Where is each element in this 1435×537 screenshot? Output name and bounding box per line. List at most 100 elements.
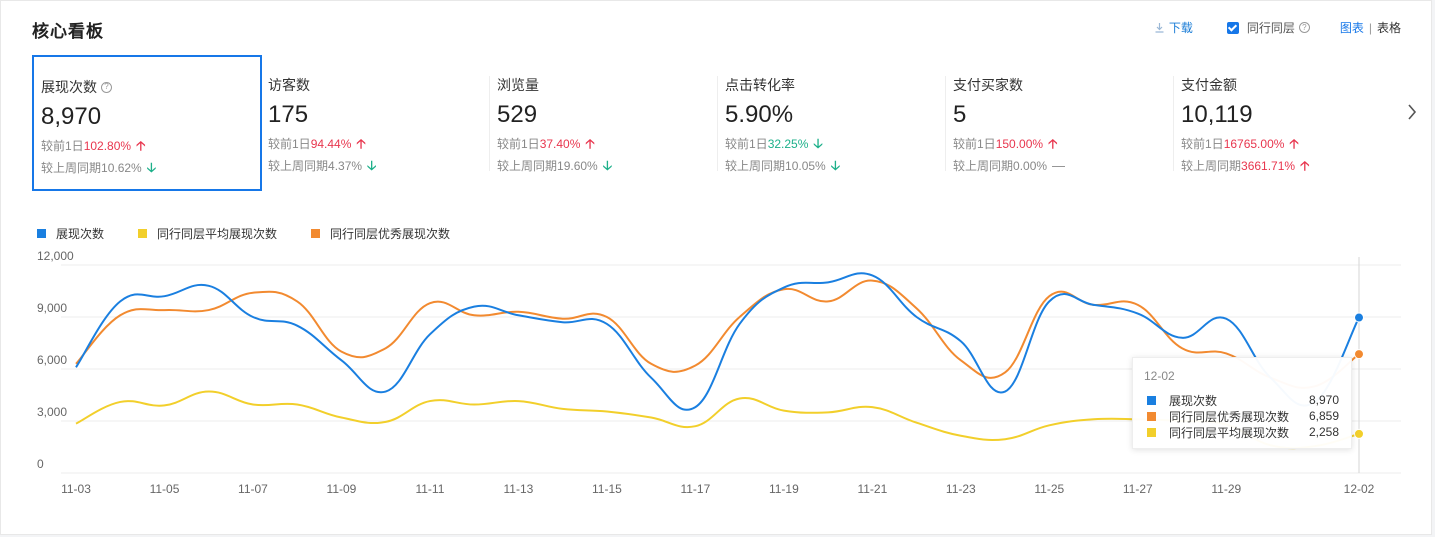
tooltip-swatch — [1147, 427, 1156, 437]
x-tick-label: 11-11 — [415, 482, 444, 496]
legend-item-impressions[interactable]: 展现次数 — [37, 225, 104, 242]
kpi-label: 点击转化率 — [725, 77, 795, 93]
kpi-card-payment-amount[interactable]: 支付金额 10,119 较前1日16765.00% 🡡 较上周同期3661.71%… — [1174, 55, 1402, 191]
x-tick-label: 11-03 — [61, 482, 91, 496]
divider — [717, 76, 718, 171]
kpi-weekly-compare: 较上周同期10.05% 🡣 — [725, 158, 841, 173]
kpi-daily-compare: 较前1日102.80% 🡡 — [41, 138, 146, 153]
kpi-weekly-compare: 较上周同期3661.71% 🡡 — [1181, 158, 1310, 173]
legend-swatch — [138, 229, 148, 238]
help-circle-icon[interactable]: ? — [1298, 22, 1310, 33]
kpi-weekly-compare: 较上周同期19.60% 🡣 — [497, 158, 613, 173]
kpi-card-visitors[interactable]: 访客数 175 较前1日94.44% 🡡 较上周同期4.37% 🡣 — [261, 55, 489, 191]
x-tick-label: 11-07 — [238, 482, 268, 496]
chevron-right-icon[interactable] — [1407, 103, 1417, 121]
help-circle-icon[interactable]: ? — [101, 81, 112, 93]
kpi-label: 支付买家数 — [953, 77, 1023, 93]
tooltip-row: 展现次数 8,970 — [1147, 392, 1339, 408]
view-switch: 图表 | 表格 — [1340, 19, 1401, 36]
tooltip-row: 同行同层平均展现次数 2,258 — [1147, 424, 1339, 440]
x-tick-label: 12-02 — [1344, 482, 1375, 496]
chart-legend: 展现次数 同行同层平均展现次数 同行同层优秀展现次数 — [37, 225, 484, 242]
x-tick-label: 11-05 — [150, 482, 180, 496]
line-chart[interactable]: 0 3,000 6,000 9,000 12,000 11-03 11-05 11-07 11-… — [1, 241, 1431, 511]
kpi-daily-compare: 较前1日32.25% 🡣 — [725, 136, 823, 151]
checkbox-checked-icon[interactable] — [1226, 21, 1239, 34]
flat-dash-icon: — — [1052, 158, 1066, 173]
view-chart-tab[interactable]: 图表 — [1339, 21, 1364, 35]
highlight-point — [1354, 312, 1364, 323]
arrow-down-icon: 🡣 — [602, 158, 613, 173]
y-tick-label: 12,000 — [37, 249, 74, 263]
kpi-label: 访客数 — [268, 77, 310, 93]
download-icon — [1155, 23, 1164, 33]
x-tick-label: 11-13 — [504, 482, 534, 496]
x-tick-label: 11-29 — [1211, 482, 1241, 496]
y-tick-label: 3,000 — [37, 405, 67, 419]
tooltip-date: 12-02 — [1144, 369, 1175, 383]
peer-toggle-label: 同行同层 — [1246, 21, 1295, 35]
tooltip-row: 同行同层优秀展现次数 6,859 — [1147, 408, 1339, 424]
arrow-up-icon: 🡡 — [1289, 136, 1299, 151]
kpi-label: 展现次数 — [41, 79, 97, 95]
kpi-weekly-compare: 较上周同期10.62% 🡣 — [41, 160, 157, 175]
x-tick-label: 11-19 — [769, 482, 799, 496]
arrow-up-icon: 🡡 — [356, 136, 366, 151]
arrow-up-icon: 🡡 — [136, 138, 146, 153]
view-separator: | — [1368, 20, 1372, 35]
x-tick-label: 11-15 — [592, 482, 622, 496]
highlight-point — [1354, 428, 1364, 439]
kpi-value: 5.90% — [725, 101, 794, 128]
kpi-value: 10,119 — [1181, 101, 1253, 128]
kpi-value: 529 — [497, 101, 538, 128]
kpi-card-impressions[interactable]: 展现次数? 8,970 较前1日102.80% 🡡 较上周同期10.62% 🡣 — [32, 55, 262, 191]
download-label: 下载 — [1168, 21, 1193, 35]
kpi-value: 8,970 — [41, 103, 102, 130]
legend-swatch — [37, 229, 46, 238]
arrow-down-icon: 🡣 — [813, 136, 823, 151]
arrow-up-icon: 🡡 — [1300, 158, 1310, 173]
kpi-label: 浏览量 — [497, 77, 539, 93]
toolbar: 下载 同行同层 ? 图表 | 表格 — [1154, 19, 1401, 36]
series-line-peer-top — [75, 279, 1360, 389]
tooltip-swatch — [1147, 395, 1156, 405]
legend-swatch — [311, 229, 321, 238]
page-title: 核心看板 — [32, 22, 104, 41]
arrow-down-icon: 🡣 — [367, 158, 377, 173]
kpi-weekly-compare: 较上周同期0.00% — — [953, 158, 1066, 173]
arrow-up-icon: 🡡 — [585, 136, 595, 151]
kpi-daily-compare: 较前1日150.00% 🡡 — [953, 136, 1058, 151]
y-tick-label: 9,000 — [37, 301, 67, 315]
arrow-up-icon: 🡡 — [1048, 136, 1058, 151]
kpi-card-pageviews[interactable]: 浏览量 529 较前1日37.40% 🡡 较上周同期19.60% 🡣 — [490, 55, 718, 191]
kpi-daily-compare: 较前1日94.44% 🡡 — [268, 136, 366, 151]
kpi-weekly-compare: 较上周同期4.37% 🡣 — [268, 158, 377, 173]
x-tick-label: 11-09 — [327, 482, 357, 496]
download-button[interactable]: 下载 — [1154, 19, 1193, 36]
arrow-down-icon: 🡣 — [146, 160, 157, 175]
kpi-card-paying-buyers[interactable]: 支付买家数 5 较前1日150.00% 🡡 较上周同期0.00% — — [946, 55, 1174, 191]
kpi-label: 支付金额 — [1181, 77, 1237, 93]
chart-tooltip: 12-02 展现次数 8,970 同行同层优秀展现次数 6,859 同行同层平均展现… — [1132, 357, 1352, 449]
tooltip-swatch — [1147, 411, 1156, 421]
legend-item-peer-average[interactable]: 同行同层平均展现次数 — [138, 225, 277, 242]
kpi-card-conversion-rate[interactable]: 点击转化率 5.90% 较前1日32.25% 🡣 较上周同期10.05% 🡣 — [718, 55, 946, 191]
x-tick-label: 11-23 — [946, 482, 976, 496]
kpi-value: 175 — [268, 101, 309, 128]
x-tick-label: 11-21 — [857, 482, 887, 496]
view-table-tab[interactable]: 表格 — [1376, 21, 1401, 35]
kpi-daily-compare: 较前1日16765.00% 🡡 — [1181, 136, 1299, 151]
x-tick-label: 11-17 — [680, 482, 710, 496]
x-tick-label: 11-27 — [1123, 482, 1153, 496]
divider — [1173, 76, 1174, 171]
x-tick-label: 11-25 — [1034, 482, 1064, 496]
legend-item-peer-top[interactable]: 同行同层优秀展现次数 — [311, 225, 450, 242]
arrow-down-icon: 🡣 — [830, 158, 841, 173]
highlight-point — [1354, 349, 1364, 360]
divider — [489, 76, 490, 171]
kpi-daily-compare: 较前1日37.40% 🡡 — [497, 136, 595, 151]
kpi-value: 5 — [953, 101, 967, 128]
y-tick-label: 0 — [37, 457, 44, 471]
peer-toggle[interactable]: 同行同层 ? — [1226, 19, 1310, 36]
